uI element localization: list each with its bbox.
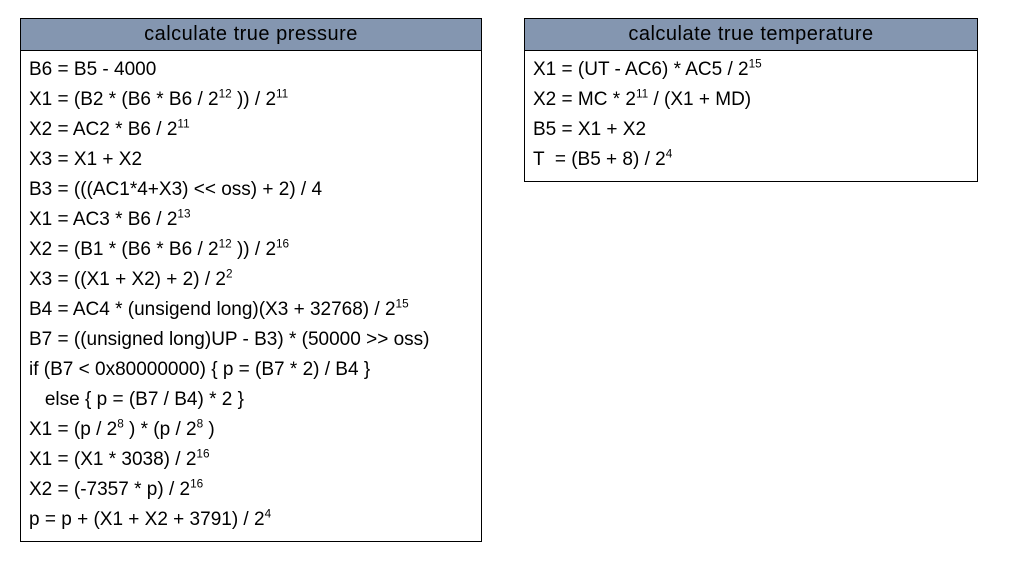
- pressure-line: if (B7 < 0x80000000) { p = (B7 * 2) / B4…: [29, 355, 473, 385]
- temperature-line: T = (B5 + 8) / 24: [533, 145, 969, 175]
- exponent: 11: [636, 88, 648, 101]
- exponent: 8: [117, 418, 124, 431]
- exponent: 16: [190, 478, 203, 491]
- exponent: 16: [276, 238, 289, 251]
- pressure-panel: calculate true pressure B6 = B5 - 4000X1…: [20, 18, 482, 542]
- exponent: 8: [197, 418, 204, 431]
- temperature-line: B5 = X1 + X2: [533, 115, 969, 145]
- pressure-title: calculate true pressure: [21, 19, 481, 51]
- exponent: 11: [276, 88, 288, 101]
- temperature-body: X1 = (UT - AC6) * AC5 / 215X2 = MC * 211…: [525, 51, 977, 181]
- exponent: 4: [265, 508, 272, 521]
- pressure-line: X2 = (B1 * (B6 * B6 / 212 )) / 216: [29, 235, 473, 265]
- pressure-body: B6 = B5 - 4000X1 = (B2 * (B6 * B6 / 212 …: [21, 51, 481, 541]
- temperature-title: calculate true temperature: [525, 19, 977, 51]
- exponent: 2: [226, 268, 233, 281]
- page-wrap: calculate true pressure B6 = B5 - 4000X1…: [0, 0, 1024, 571]
- exponent: 15: [749, 58, 762, 71]
- pressure-line: X1 = (B2 * (B6 * B6 / 212 )) / 211: [29, 85, 473, 115]
- pressure-line: X1 = AC3 * B6 / 213: [29, 205, 473, 235]
- pressure-line: X1 = (X1 * 3038) / 216: [29, 445, 473, 475]
- temperature-line: X1 = (UT - AC6) * AC5 / 215: [533, 55, 969, 85]
- exponent: 15: [396, 298, 409, 311]
- temperature-line: X2 = MC * 211 / (X1 + MD): [533, 85, 969, 115]
- pressure-line: X3 = ((X1 + X2) + 2) / 22: [29, 265, 473, 295]
- pressure-line: B7 = ((unsigned long)UP - B3) * (50000 >…: [29, 325, 473, 355]
- temperature-panel: calculate true temperature X1 = (UT - AC…: [524, 18, 978, 182]
- exponent: 4: [666, 148, 673, 161]
- pressure-line: B4 = AC4 * (unsigend long)(X3 + 32768) /…: [29, 295, 473, 325]
- pressure-line: p = p + (X1 + X2 + 3791) / 24: [29, 505, 473, 535]
- exponent: 16: [196, 448, 209, 461]
- pressure-line: X2 = AC2 * B6 / 211: [29, 115, 473, 145]
- exponent: 12: [219, 88, 232, 101]
- exponent: 13: [177, 208, 190, 221]
- pressure-line: B6 = B5 - 4000: [29, 55, 473, 85]
- pressure-line: X3 = X1 + X2: [29, 145, 473, 175]
- pressure-line: else { p = (B7 / B4) * 2 }: [29, 385, 473, 415]
- pressure-line: X1 = (p / 28 ) * (p / 28 ): [29, 415, 473, 445]
- exponent: 12: [219, 238, 232, 251]
- pressure-line: B3 = (((AC1*4+X3) << oss) + 2) / 4: [29, 175, 473, 205]
- exponent: 11: [177, 118, 189, 131]
- pressure-line: X2 = (-7357 * p) / 216: [29, 475, 473, 505]
